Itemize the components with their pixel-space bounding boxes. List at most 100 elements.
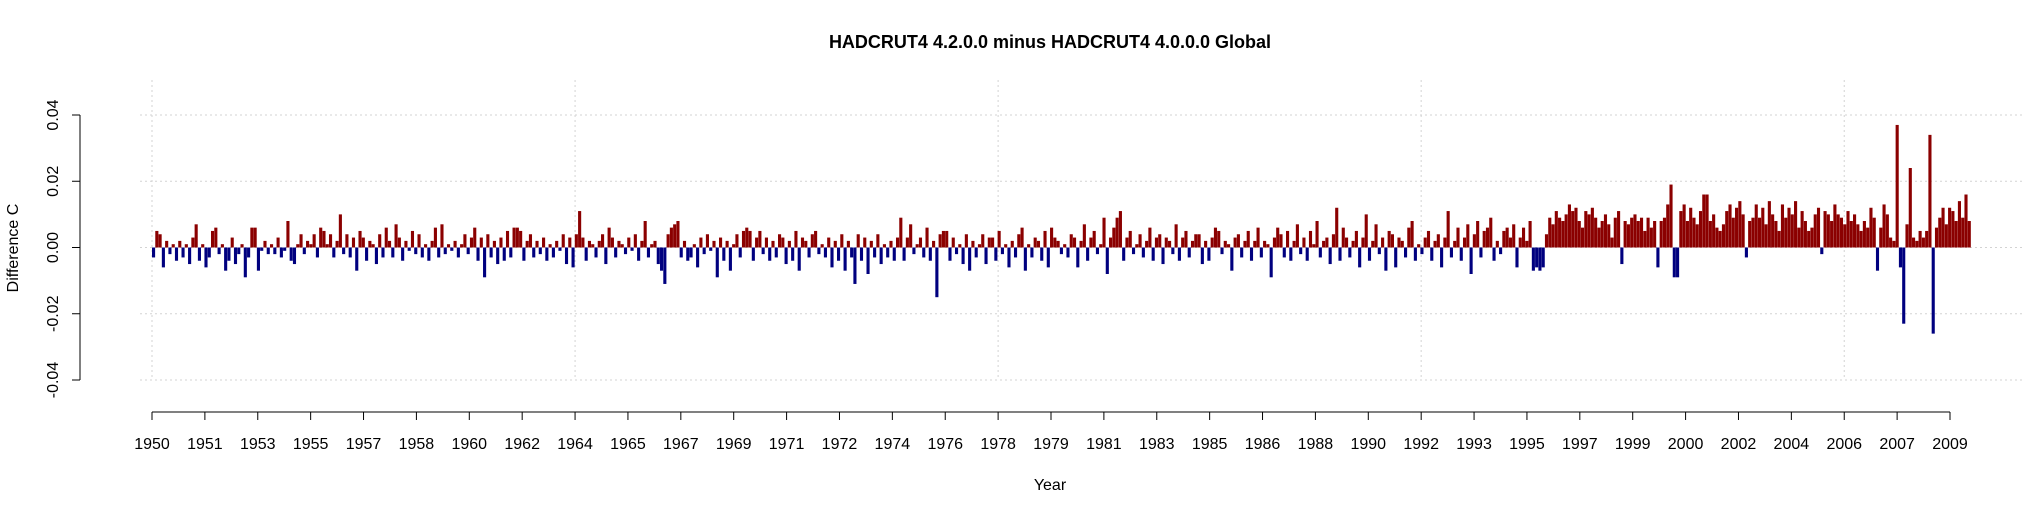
bar (542, 237, 546, 248)
bar (1679, 211, 1683, 248)
bar (328, 234, 333, 248)
bar (833, 240, 837, 248)
bar (1292, 240, 1296, 248)
bar (492, 240, 496, 248)
bar (758, 230, 762, 248)
bar (430, 240, 434, 248)
x-tick-label: 1986 (1245, 436, 1281, 453)
bar (266, 247, 270, 255)
bar (1036, 240, 1041, 248)
bar (315, 247, 319, 258)
x-tick-label: 1981 (1086, 436, 1122, 453)
bar (1345, 237, 1349, 248)
bar (1544, 234, 1549, 248)
bar (1059, 247, 1063, 255)
bar (1348, 247, 1352, 258)
bar (1213, 227, 1218, 248)
bar (1177, 247, 1181, 261)
bar (850, 247, 854, 258)
bar (538, 247, 542, 255)
bar (1934, 227, 1939, 248)
bar (987, 237, 991, 248)
bar (368, 240, 372, 248)
bar (1580, 227, 1585, 248)
bar (414, 247, 418, 255)
bar (722, 247, 726, 261)
bar (1010, 240, 1014, 248)
bar (1685, 221, 1689, 248)
bar (509, 247, 513, 258)
bar (1944, 224, 1948, 248)
bar (486, 234, 490, 248)
bar (1587, 214, 1591, 248)
bar (1918, 230, 1922, 248)
bar (1715, 227, 1719, 248)
bar (1941, 207, 1945, 248)
bar (643, 221, 647, 248)
x-axis-label: Year (1034, 477, 1067, 494)
bar (1013, 247, 1018, 258)
bar (1879, 227, 1883, 248)
bar (476, 247, 480, 261)
bar (1554, 211, 1558, 248)
x-tick-label: 1962 (504, 436, 540, 453)
bar (279, 247, 283, 258)
bar (954, 247, 959, 255)
x-tick-label: 1993 (1456, 436, 1492, 453)
bar (197, 247, 201, 261)
y-axis: -0.04 -0.02 0.00 0.02 0.04 (45, 99, 81, 398)
bar (355, 247, 359, 271)
bar (469, 237, 474, 248)
bar (1623, 221, 1627, 248)
bar (312, 234, 316, 248)
bar (440, 224, 444, 248)
x-tick-label: 1969 (716, 436, 752, 453)
bar (1853, 214, 1857, 248)
bar (1895, 124, 1899, 248)
bar (735, 234, 739, 248)
bar (918, 237, 923, 248)
bar (201, 244, 205, 248)
bar (741, 230, 746, 248)
bar (1705, 194, 1709, 248)
bar (787, 240, 791, 248)
bar (1525, 240, 1529, 248)
bar (1735, 207, 1739, 248)
bar (247, 247, 251, 258)
bar (1856, 224, 1860, 248)
bar (948, 247, 952, 261)
bar (1787, 207, 1791, 248)
bar (1236, 234, 1240, 248)
bar (1643, 230, 1647, 248)
bar (1902, 247, 1906, 324)
bar (1381, 237, 1385, 248)
bar (886, 247, 890, 258)
bar (499, 237, 503, 248)
bar (591, 244, 595, 248)
bar (1518, 237, 1522, 248)
bar (489, 247, 493, 258)
bar (1689, 207, 1693, 248)
bar (1957, 201, 1961, 248)
bar (1617, 211, 1621, 248)
bar (1253, 240, 1257, 248)
bar (1417, 244, 1421, 248)
bar (843, 247, 847, 271)
bar (1302, 237, 1306, 248)
bar (571, 247, 575, 268)
bar (853, 247, 857, 284)
y-tick-label: 0.02 (45, 166, 62, 197)
bar (768, 247, 772, 261)
bar (1112, 227, 1116, 248)
x-axis: 1950 1951 1953 1955 1957 1958 1960 1962 1964 1965… (134, 411, 1968, 453)
bar (381, 247, 385, 258)
bar (748, 230, 752, 248)
bar (1243, 240, 1247, 248)
bar (712, 240, 716, 248)
bar (1426, 230, 1431, 248)
bar (873, 247, 877, 258)
bar (1862, 221, 1866, 248)
bar (453, 240, 457, 248)
bar (1312, 244, 1316, 248)
